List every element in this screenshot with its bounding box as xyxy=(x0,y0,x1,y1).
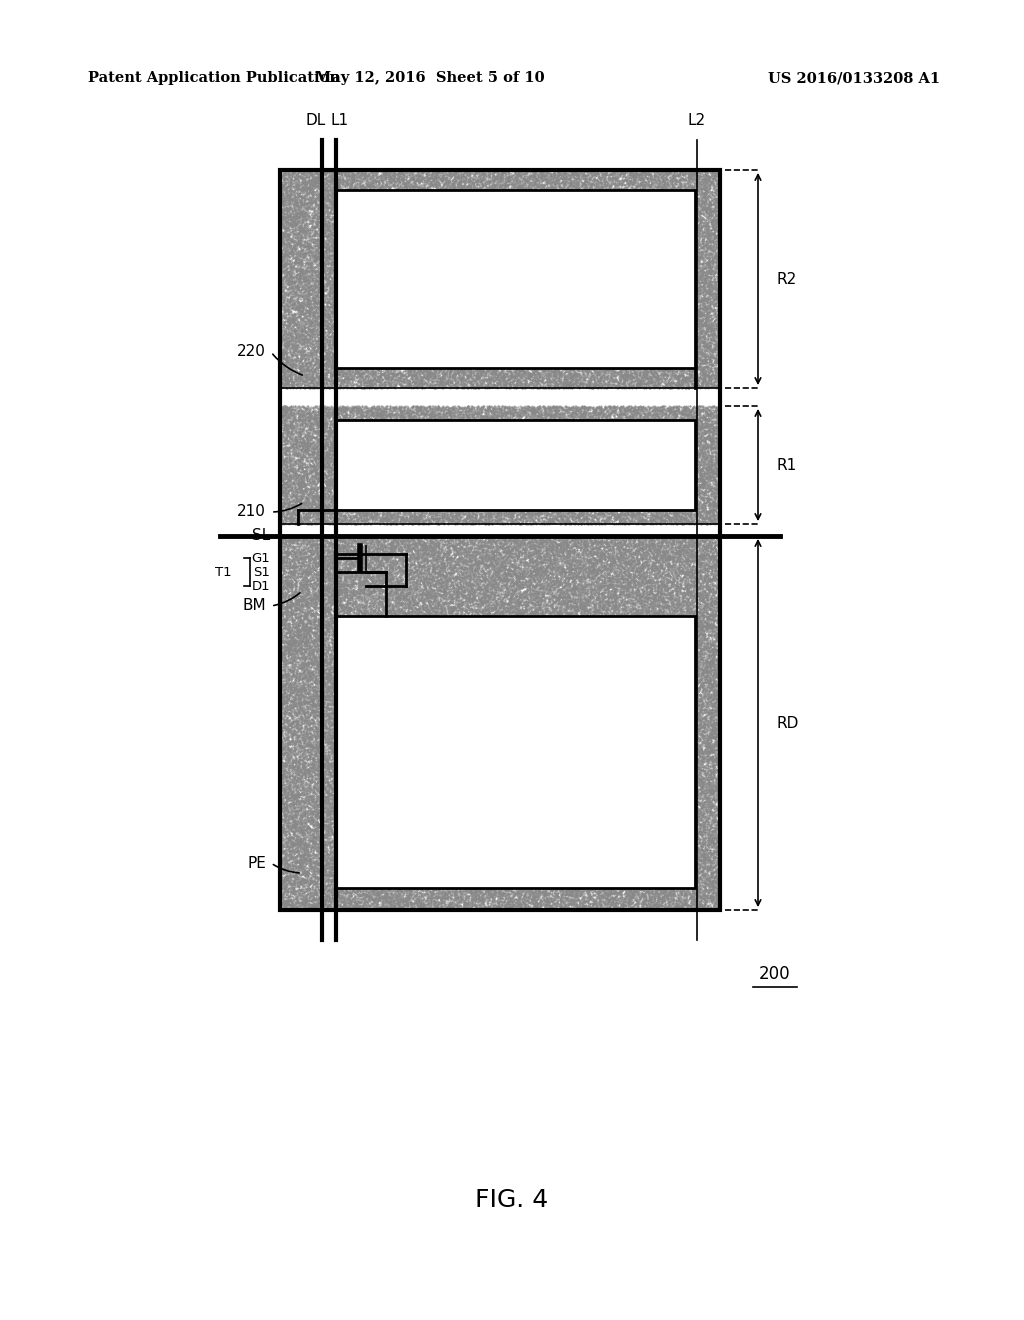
Bar xyxy=(335,190,695,368)
Bar xyxy=(280,170,720,909)
Text: G1: G1 xyxy=(251,552,270,565)
Text: D1: D1 xyxy=(251,579,270,593)
Text: BM: BM xyxy=(243,598,266,614)
Text: S1: S1 xyxy=(253,565,270,578)
Bar xyxy=(335,616,695,888)
Text: L2: L2 xyxy=(688,114,707,128)
Text: RD: RD xyxy=(776,715,799,730)
Text: 200: 200 xyxy=(759,965,791,983)
Text: L1: L1 xyxy=(331,114,349,128)
Text: R2: R2 xyxy=(776,272,797,286)
Text: 220: 220 xyxy=(238,345,266,359)
Text: T1: T1 xyxy=(215,565,232,578)
Bar xyxy=(335,616,695,888)
Bar xyxy=(335,420,695,510)
Text: PE: PE xyxy=(247,855,266,870)
Text: R1: R1 xyxy=(776,458,797,473)
Text: May 12, 2016  Sheet 5 of 10: May 12, 2016 Sheet 5 of 10 xyxy=(315,71,545,84)
Text: SL: SL xyxy=(252,528,270,544)
Text: FIG. 4: FIG. 4 xyxy=(475,1188,549,1212)
Text: DL: DL xyxy=(306,114,326,128)
Text: 210: 210 xyxy=(238,504,266,520)
Bar xyxy=(335,420,695,510)
Text: US 2016/0133208 A1: US 2016/0133208 A1 xyxy=(768,71,940,84)
Text: Patent Application Publication: Patent Application Publication xyxy=(88,71,340,84)
Bar xyxy=(335,190,695,368)
